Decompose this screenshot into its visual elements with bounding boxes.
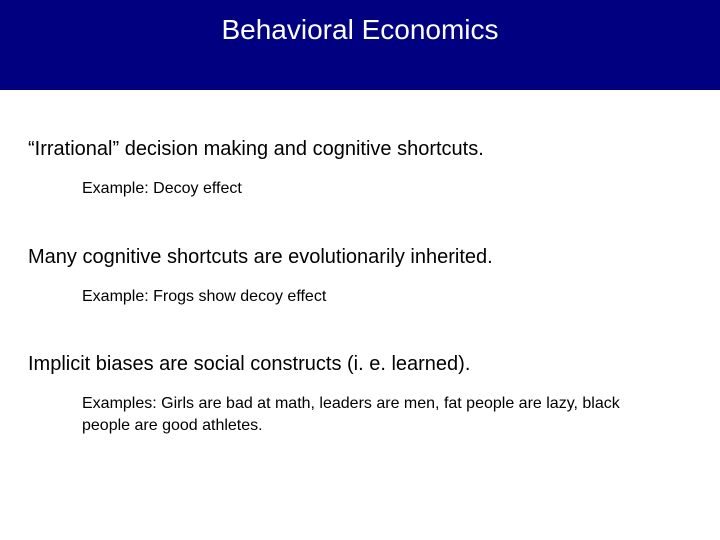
- slide-title: Behavioral Economics: [221, 14, 498, 46]
- bullet-point: Implicit biases are social constructs (i…: [28, 351, 692, 377]
- bullet-point: Many cognitive shortcuts are evolutionar…: [28, 244, 692, 270]
- bullet-example: Example: Frogs show decoy effect: [82, 286, 692, 308]
- bullet-example: Examples: Girls are bad at math, leaders…: [82, 393, 692, 436]
- slide-header: Behavioral Economics: [0, 0, 720, 90]
- bullet-example: Example: Decoy effect: [82, 178, 692, 200]
- bullet-point: “Irrational” decision making and cogniti…: [28, 136, 692, 162]
- slide-content: “Irrational” decision making and cogniti…: [0, 90, 720, 436]
